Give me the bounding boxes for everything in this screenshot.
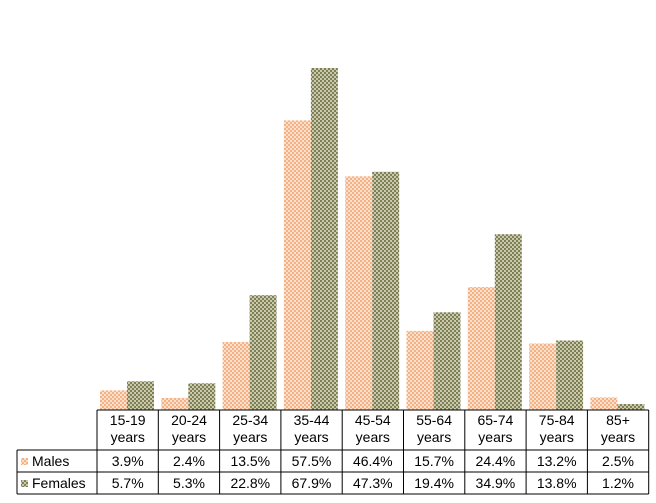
data-label-females-85: 1.2%: [602, 475, 634, 491]
category-label-45-54-line2: years: [356, 429, 390, 445]
data-label-males-55-64: 15.7%: [414, 453, 454, 469]
series-label-females: Females: [32, 475, 86, 491]
legend-swatch-males: [21, 458, 28, 465]
data-label-females-15-19: 5.7%: [112, 475, 144, 491]
data-label-males-75-84: 13.2%: [537, 453, 577, 469]
bar-females-20-24: [188, 383, 216, 410]
data-table: 15-19years20-24years25-34years35-44years…: [16, 409, 650, 495]
category-label-15-19-line2: years: [111, 429, 145, 445]
bar-females-55-64: [433, 312, 461, 410]
bar-females-75-84: [556, 340, 584, 410]
category-label-65-74-line2: years: [478, 429, 512, 445]
bar-females-85: [617, 404, 645, 410]
bar-females-25-34: [249, 295, 277, 410]
data-label-females-55-64: 19.4%: [414, 475, 454, 491]
data-label-males-15-19: 3.9%: [112, 453, 144, 469]
bar-males-65-74: [467, 287, 495, 410]
data-label-females-65-74: 34.9%: [476, 475, 516, 491]
data-label-females-35-44: 67.9%: [292, 475, 332, 491]
data-label-females-45-54: 47.3%: [353, 475, 393, 491]
bar-males-75-84: [529, 343, 557, 410]
data-label-males-85: 2.5%: [602, 453, 634, 469]
category-label-75-84-line1: 75-84: [539, 412, 575, 428]
category-label-85-line2: years: [601, 429, 635, 445]
bar-males-15-19: [100, 390, 127, 410]
data-label-males-25-34: 13.5%: [230, 453, 270, 469]
category-label-35-44-line2: years: [294, 429, 328, 445]
bar-males-55-64: [406, 330, 434, 410]
bar-males-85: [590, 397, 618, 410]
bar-males-35-44: [283, 120, 311, 411]
category-label-65-74-line1: 65-74: [477, 412, 513, 428]
category-label-45-54-line1: 45-54: [355, 412, 391, 428]
category-label-25-34-line2: years: [233, 429, 267, 445]
category-label-20-24-line2: years: [172, 429, 206, 445]
category-label-15-19-line1: 15-19: [110, 412, 146, 428]
category-label-55-64-line1: 55-64: [416, 412, 452, 428]
data-label-males-20-24: 2.4%: [173, 453, 205, 469]
data-label-females-25-34: 22.8%: [230, 475, 270, 491]
data-label-males-45-54: 46.4%: [353, 453, 393, 469]
category-label-75-84-line2: years: [540, 429, 574, 445]
bar-males-45-54: [345, 176, 373, 410]
bar-males-20-24: [161, 397, 189, 410]
series-label-males: Males: [32, 453, 69, 469]
bar-females-15-19: [127, 381, 154, 410]
legend-swatch-females: [21, 480, 28, 487]
data-label-females-75-84: 13.8%: [537, 475, 577, 491]
category-label-85-line1: 85+: [606, 412, 630, 428]
bar-females-35-44: [310, 68, 338, 410]
data-label-males-35-44: 57.5%: [292, 453, 332, 469]
category-label-20-24-line1: 20-24: [171, 412, 207, 428]
bar-females-45-54: [372, 171, 400, 410]
bar-males-25-34: [222, 342, 250, 410]
data-label-males-65-74: 24.4%: [476, 453, 516, 469]
category-label-55-64-line2: years: [417, 429, 451, 445]
bar-females-65-74: [494, 234, 522, 410]
bars-layer: [100, 68, 645, 411]
category-label-25-34-line1: 25-34: [232, 412, 268, 428]
data-label-females-20-24: 5.3%: [173, 475, 205, 491]
category-label-35-44-line1: 35-44: [294, 412, 330, 428]
